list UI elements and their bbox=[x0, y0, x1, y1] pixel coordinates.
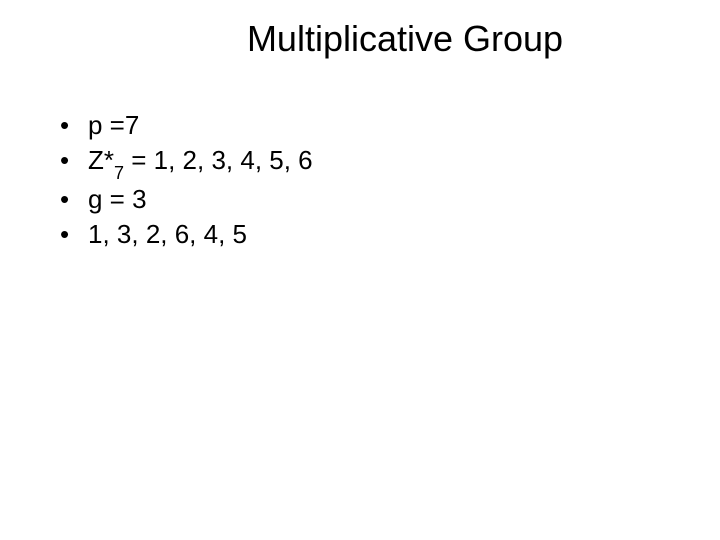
bullet-icon: • bbox=[60, 217, 88, 252]
list-item: • p =7 bbox=[60, 108, 720, 143]
bullet-icon: • bbox=[60, 182, 88, 217]
subscript: 7 bbox=[114, 163, 124, 183]
bullet-suffix: = 1, 2, 3, 4, 5, 6 bbox=[124, 145, 313, 175]
list-item: • g = 3 bbox=[60, 182, 720, 217]
list-item: • 1, 3, 2, 6, 4, 5 bbox=[60, 217, 720, 252]
bullet-text: p =7 bbox=[88, 108, 139, 143]
bullet-icon: • bbox=[60, 143, 88, 178]
bullet-prefix: Z* bbox=[88, 145, 114, 175]
slide-content: • p =7 • Z*7 = 1, 2, 3, 4, 5, 6 • g = 3 … bbox=[0, 108, 720, 252]
slide-container: Multiplicative Group • p =7 • Z*7 = 1, 2… bbox=[0, 0, 720, 540]
bullet-text: Z*7 = 1, 2, 3, 4, 5, 6 bbox=[88, 143, 313, 181]
list-item: • Z*7 = 1, 2, 3, 4, 5, 6 bbox=[60, 143, 720, 181]
bullet-text: g = 3 bbox=[88, 182, 147, 217]
bullet-list: • p =7 • Z*7 = 1, 2, 3, 4, 5, 6 • g = 3 … bbox=[60, 108, 720, 252]
slide-title: Multiplicative Group bbox=[0, 18, 720, 60]
bullet-text: 1, 3, 2, 6, 4, 5 bbox=[88, 217, 247, 252]
bullet-icon: • bbox=[60, 108, 88, 143]
